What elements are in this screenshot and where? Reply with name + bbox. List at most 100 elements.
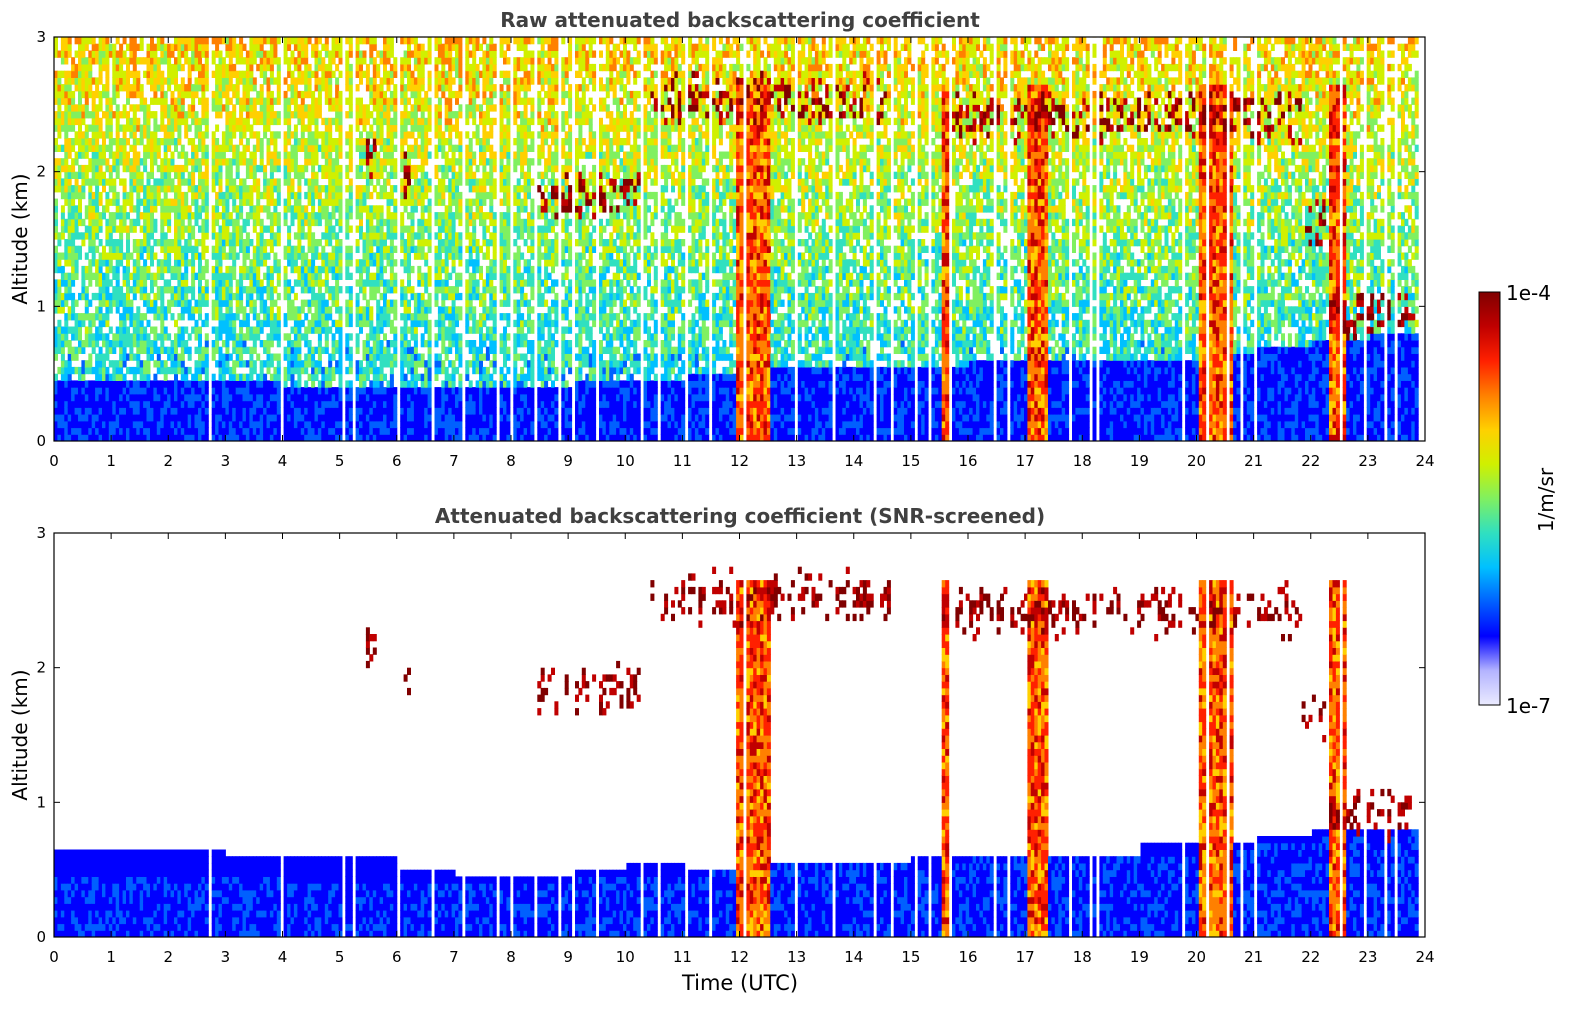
heatmap-cell — [259, 286, 264, 294]
heatmap-cell — [187, 434, 192, 441]
heatmap-cell — [105, 333, 110, 341]
heatmap-cell — [153, 158, 158, 166]
heatmap-cell — [153, 360, 158, 368]
heatmap-cell — [136, 259, 141, 267]
heatmap-cell — [283, 407, 288, 415]
heatmap-cell — [194, 373, 199, 381]
heatmap-cell — [297, 393, 302, 402]
heatmap-cell — [64, 333, 69, 341]
heatmap-cell — [324, 373, 329, 381]
heatmap-cell — [283, 265, 288, 274]
heatmap-cell — [177, 63, 182, 72]
heatmap-cell — [252, 104, 257, 112]
heatmap-cell — [348, 407, 353, 415]
heatmap-cell — [167, 245, 172, 253]
heatmap-cell — [64, 387, 69, 395]
heatmap-cell — [54, 434, 58, 441]
heatmap-cell — [98, 225, 103, 233]
heatmap-cell — [102, 158, 106, 166]
heatmap-cell — [98, 212, 103, 220]
heatmap-cell — [393, 286, 398, 294]
heatmap-cell — [304, 124, 309, 132]
heatmap-cell — [235, 225, 240, 233]
heatmap-cell — [91, 427, 96, 435]
heatmap-cell — [177, 360, 182, 368]
heatmap-cell — [218, 70, 223, 78]
heatmap-cell — [252, 380, 257, 388]
heatmap-cell — [269, 111, 274, 119]
heatmap-cell — [348, 158, 353, 166]
heatmap-cell — [420, 272, 425, 280]
heatmap-cell — [283, 373, 288, 381]
heatmap-cell — [383, 292, 387, 301]
heatmap-cell — [198, 144, 202, 152]
heatmap-cell — [420, 414, 425, 422]
heatmap-cell — [91, 104, 96, 112]
heatmap-cell — [60, 205, 65, 213]
heatmap-cell — [249, 407, 254, 415]
heatmap-cell — [71, 272, 76, 280]
heatmap-cell — [232, 50, 237, 58]
heatmap-cell — [225, 299, 230, 307]
heatmap-cell — [293, 407, 298, 415]
heatmap-cell — [338, 111, 343, 119]
heatmap-cell — [259, 279, 264, 287]
heatmap-cell — [383, 373, 387, 381]
heatmap-cell — [307, 346, 312, 354]
heatmap-cell — [365, 373, 370, 381]
heatmap-cell — [91, 198, 96, 206]
heatmap-cell — [153, 178, 158, 186]
heatmap-cell — [201, 420, 206, 429]
heatmap-cell — [242, 70, 247, 78]
heatmap-cell — [287, 299, 292, 307]
heatmap-cell — [191, 104, 196, 112]
heatmap-cell — [54, 245, 58, 253]
heatmap-cell — [400, 279, 405, 287]
heatmap-cell — [84, 70, 89, 78]
heatmap-cell — [67, 225, 72, 233]
heatmap-cell — [345, 57, 350, 65]
heatmap-cell — [235, 57, 240, 65]
heatmap-cell — [314, 252, 319, 260]
heatmap-cell — [417, 84, 422, 92]
heatmap-cell — [304, 393, 309, 402]
heatmap-cell — [225, 279, 230, 287]
heatmap-cell — [331, 259, 336, 267]
heatmap-cell — [139, 97, 144, 105]
heatmap-cell — [338, 50, 343, 58]
heatmap-cell — [290, 353, 295, 361]
heatmap-cell — [324, 259, 329, 267]
heatmap-cell — [321, 299, 326, 307]
heatmap-cell — [362, 50, 367, 58]
heatmap-cell — [228, 326, 233, 334]
heatmap-cell — [177, 232, 182, 240]
heatmap-cell — [297, 326, 302, 334]
heatmap-cell — [78, 427, 82, 435]
heatmap-cell — [150, 353, 154, 361]
heatmap-cell — [283, 434, 288, 441]
heatmap-cell — [263, 111, 268, 119]
heatmap-cell — [304, 205, 309, 213]
heatmap-cell — [198, 138, 202, 146]
heatmap-cell — [225, 225, 230, 233]
heatmap-cell — [269, 420, 274, 429]
heatmap-cell — [112, 185, 117, 193]
heatmap-cell — [184, 43, 189, 51]
heatmap-cell — [420, 340, 425, 348]
heatmap-cell — [129, 420, 134, 429]
heatmap-cell — [136, 340, 141, 348]
heatmap-cell — [91, 333, 96, 341]
heatmap-cell — [108, 346, 113, 354]
heatmap-cell — [317, 292, 322, 301]
heatmap-cell — [221, 414, 226, 422]
heatmap-cell — [239, 198, 244, 206]
heatmap-cell — [287, 340, 292, 348]
heatmap-cell — [102, 414, 106, 422]
heatmap-cell — [153, 138, 158, 146]
heatmap-cell — [249, 353, 254, 361]
heatmap-cell — [293, 346, 298, 354]
heatmap-cell — [184, 387, 189, 395]
heatmap-cell — [112, 272, 117, 280]
heatmap-cell — [122, 373, 127, 381]
heatmap-cell — [221, 212, 226, 220]
